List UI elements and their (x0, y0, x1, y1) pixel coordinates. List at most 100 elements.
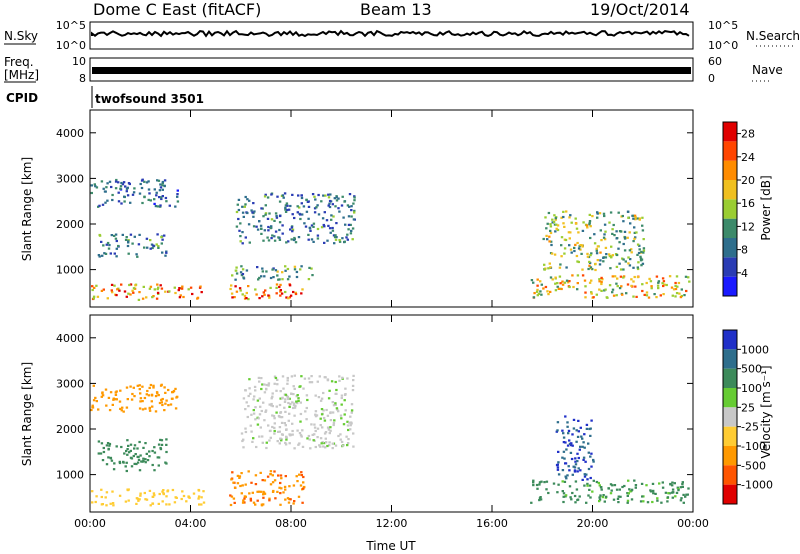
scatter-cell (314, 394, 317, 397)
scatter-cell (116, 288, 119, 291)
scatter-cell (574, 501, 577, 504)
scatter-cell (628, 264, 632, 267)
scatter-cell (261, 295, 264, 298)
scatter-cell (562, 222, 565, 225)
scatter-cell (598, 212, 602, 215)
scatter-cell (139, 400, 142, 403)
scatter-cell (153, 494, 156, 497)
scatter-cell (684, 275, 688, 278)
scatter-cell (263, 293, 266, 296)
scatter-cell (561, 280, 564, 283)
scatter-cell (284, 443, 288, 446)
scatter-cell (271, 425, 274, 429)
scatter-cell (347, 215, 351, 218)
scatter-cell (611, 232, 614, 235)
scatter-cell (351, 389, 355, 392)
scatter-cell (160, 443, 164, 446)
scatter-cell (249, 392, 252, 395)
scatter-cell (164, 196, 168, 200)
scatter-cell (127, 444, 130, 447)
scatter-cell (309, 447, 312, 450)
scatter-cell (180, 497, 183, 501)
scatter-cell (288, 405, 291, 408)
scatter-cell (342, 216, 345, 219)
scatter-cell (139, 397, 143, 400)
scatter-cell (567, 231, 571, 234)
scatter-cell (603, 500, 606, 503)
scatter-cell (326, 444, 329, 448)
scatter-cell (290, 226, 294, 229)
y-tick-label: 3000 (56, 377, 84, 390)
scatter-cell (248, 241, 251, 244)
scatter-cell (569, 451, 573, 454)
scatter-cell (577, 260, 580, 264)
scatter-cell (279, 503, 282, 506)
scatter-cell (545, 480, 549, 483)
scatter-cell (151, 405, 154, 408)
scatter-cell (109, 252, 112, 255)
scatter-cell (124, 465, 127, 468)
scatter-cell (124, 238, 128, 241)
scatter-cell (674, 295, 677, 298)
scatter-cell (307, 434, 311, 438)
scatter-cell (255, 293, 258, 296)
scatter-cell (560, 244, 563, 247)
scatter-cell (557, 450, 560, 453)
velocity-colorbar-tick: -1000 (741, 479, 773, 492)
scatter-cell (298, 473, 301, 476)
scatter-cell (667, 492, 670, 495)
scatter-cell (642, 247, 646, 250)
scatter-cell (577, 467, 580, 470)
scatter-cell (611, 291, 614, 294)
scatter-cell (584, 460, 587, 463)
scatter-cell (325, 219, 329, 222)
scatter-cell (586, 255, 590, 258)
scatter-cell (115, 239, 118, 243)
scatter-cell (335, 407, 339, 410)
scatter-cell (602, 256, 605, 259)
scatter-cell (165, 250, 168, 253)
scatter-cell (314, 415, 318, 418)
scatter-cell (144, 442, 147, 445)
scatter-cell (588, 488, 591, 491)
scatter-cell (304, 225, 308, 228)
scatter-cell (123, 290, 127, 293)
scatter-cell (574, 480, 578, 483)
freq-tick-bottom: 8 (79, 72, 86, 85)
scatter-cell (353, 196, 356, 199)
scatter-cell (128, 451, 131, 454)
scatter-cell (292, 404, 296, 407)
scatter-cell (127, 488, 130, 491)
scatter-cell (588, 281, 592, 284)
scatter-cell (185, 500, 188, 503)
scatter-cell (102, 446, 105, 450)
scatter-cell (668, 492, 671, 495)
scatter-cell (600, 289, 603, 292)
scatter-cell (98, 234, 102, 237)
scatter-cell (123, 452, 126, 455)
scatter-cell (239, 240, 242, 243)
scatter-cell (284, 290, 287, 294)
scatter-cell (630, 248, 633, 251)
scatter-cell (293, 447, 296, 450)
scatter-cell (327, 224, 330, 227)
scatter-cell (142, 457, 145, 460)
scatter-cell (543, 481, 546, 484)
scatter-cell (246, 211, 249, 215)
scatter-cell (262, 239, 265, 242)
nsky-tick-top: 10^5 (56, 19, 86, 32)
scatter-cell (536, 294, 539, 297)
scatter-cell (273, 417, 276, 420)
scatter-cell (288, 485, 291, 488)
scatter-cell (241, 293, 244, 296)
power-colorbar-swatch (723, 276, 737, 296)
scatter-cell (242, 215, 245, 218)
scatter-cell (161, 403, 164, 407)
scatter-cell (630, 284, 633, 287)
velocity-colorbar-tick: 25 (741, 401, 755, 414)
scatter-cell (562, 215, 565, 219)
scatter-cell (350, 422, 353, 425)
scatter-cell (240, 472, 243, 475)
scatter-cell (134, 453, 137, 456)
scatter-cell (281, 271, 284, 274)
